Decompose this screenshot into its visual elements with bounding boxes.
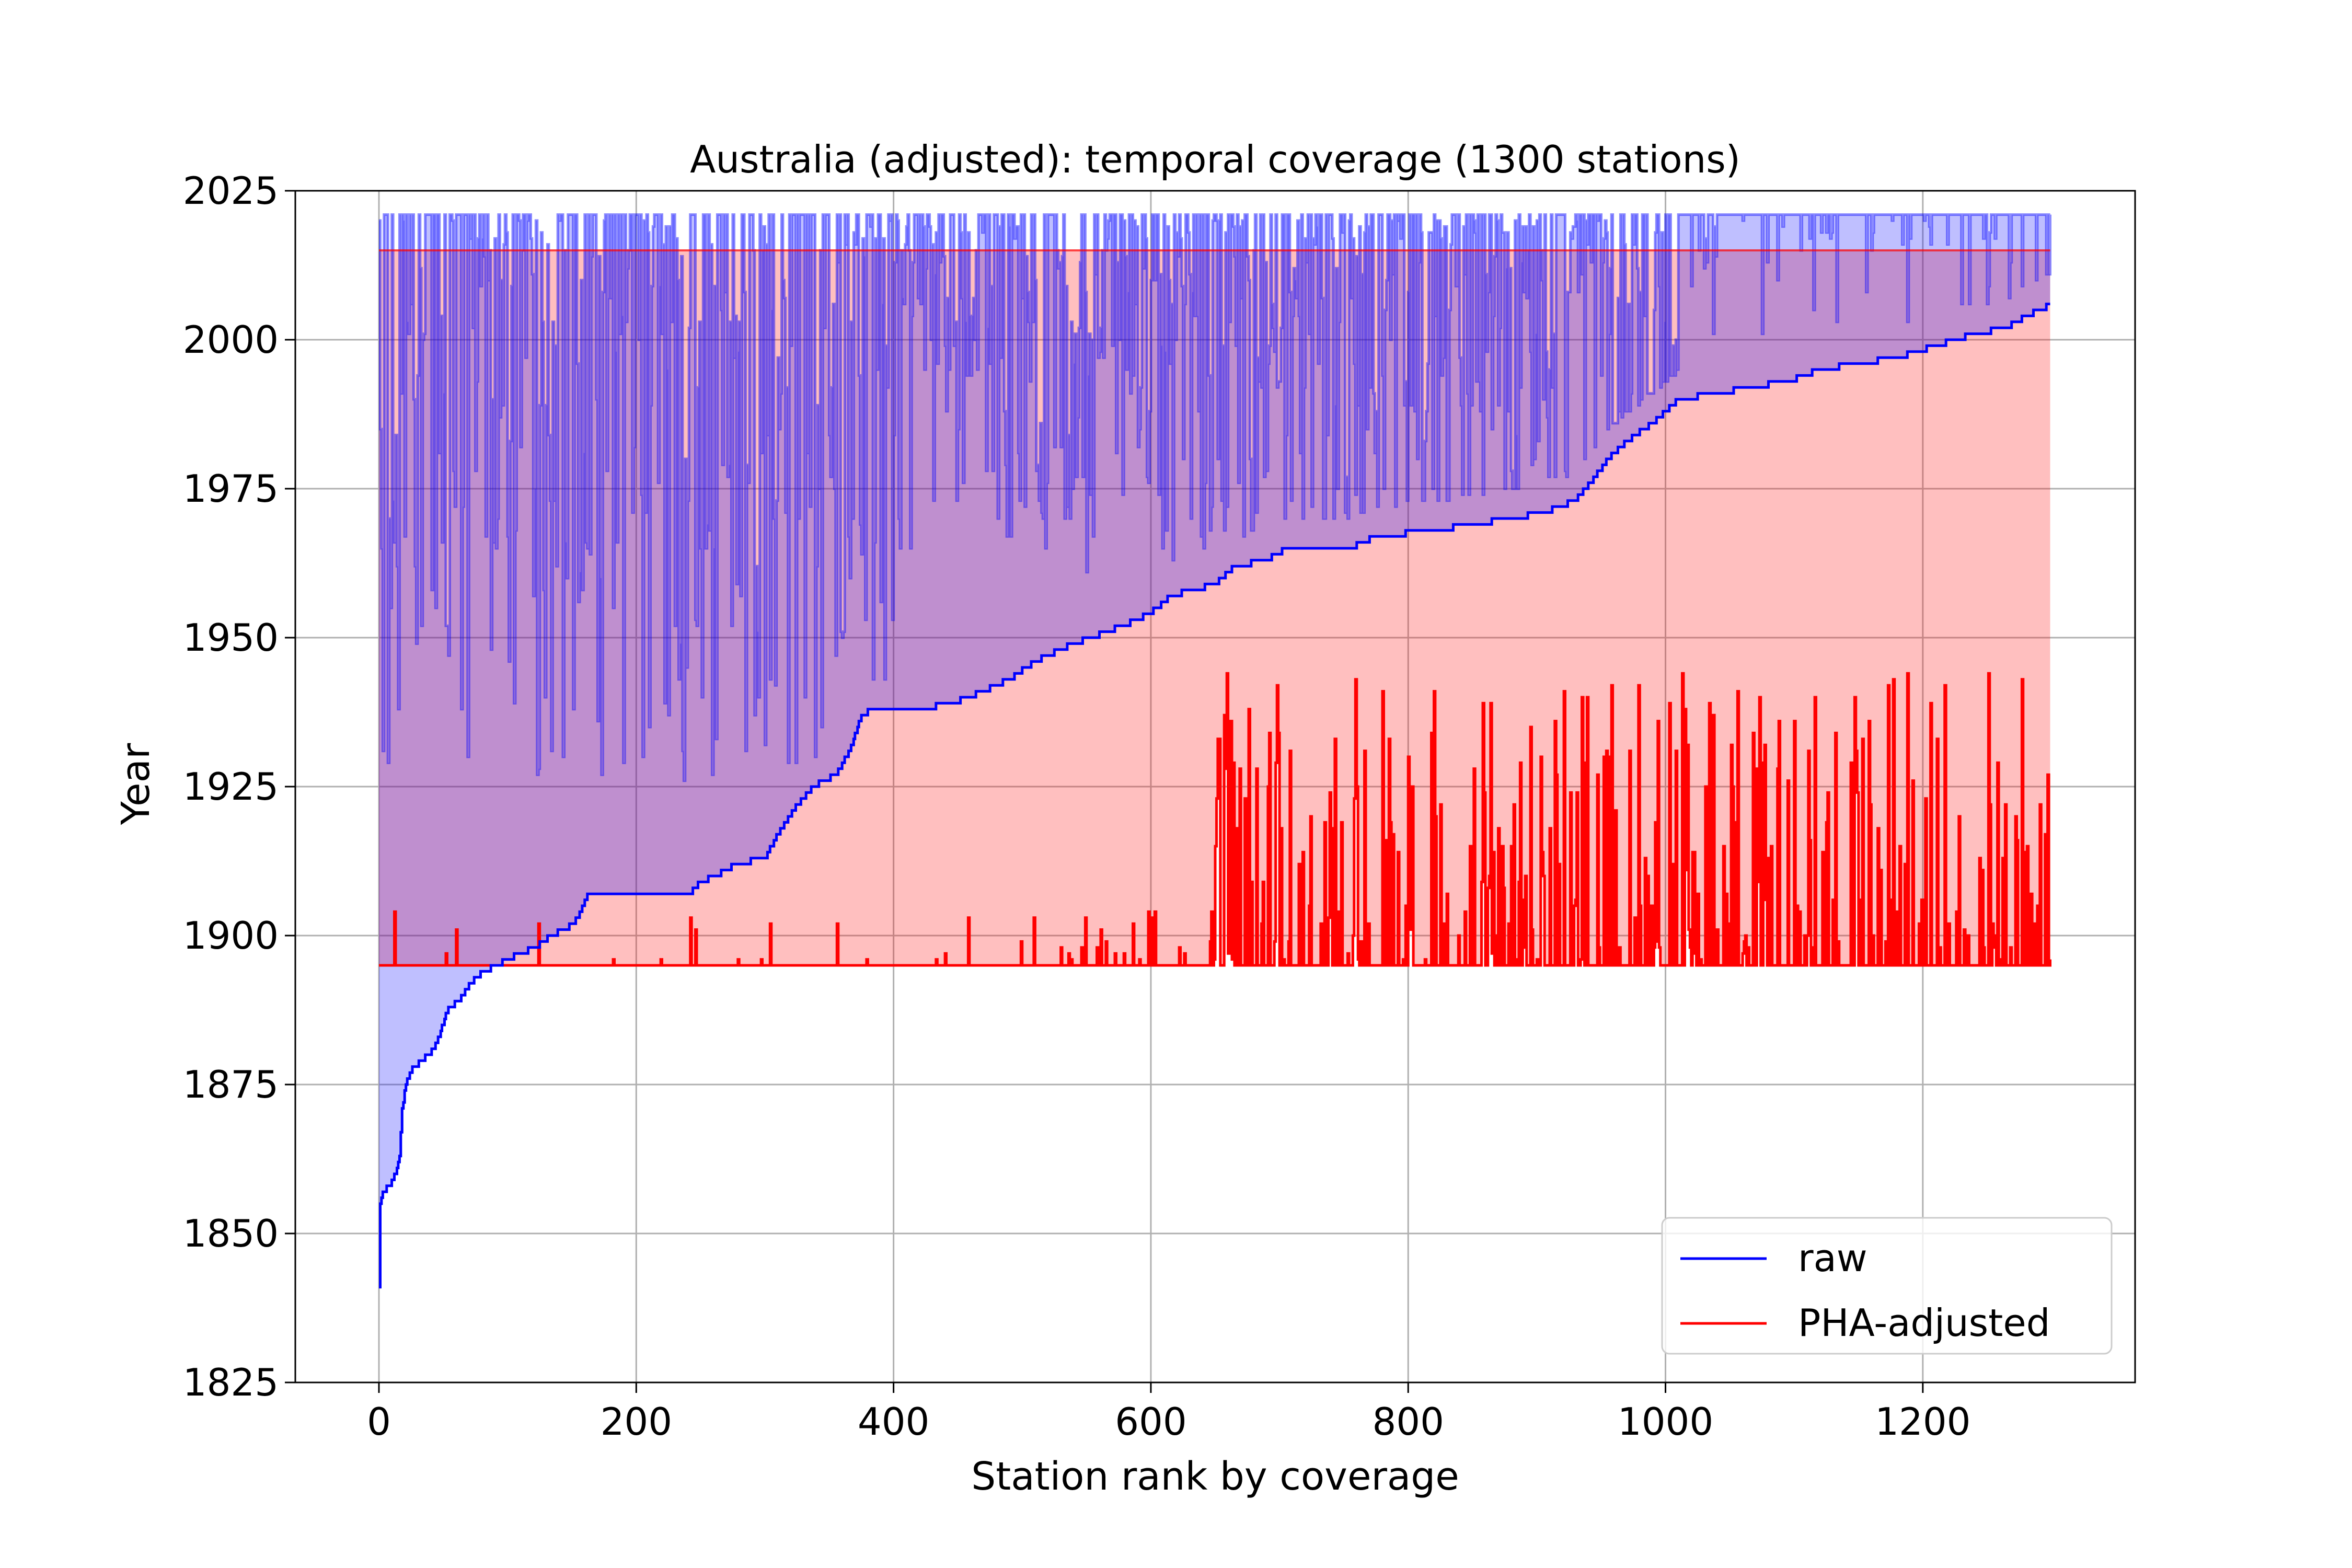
y-tick-label: 1950 (183, 616, 279, 660)
x-axis-ticks: 0 200 400 600 800 1000 1200 (367, 1382, 1970, 1444)
y-tick-label: 1975 (183, 467, 279, 511)
legend-label-pha-adjusted: PHA-adjusted (1798, 1301, 2050, 1345)
y-tick-label: 1925 (183, 765, 279, 809)
x-tick-label: 1200 (1875, 1400, 1970, 1444)
x-tick-label: 200 (601, 1400, 672, 1444)
legend: raw PHA-adjusted (1661, 1217, 2113, 1355)
x-tick-label: 400 (858, 1400, 929, 1444)
x-tick-label: 800 (1373, 1400, 1444, 1444)
chart-title: Australia (adjusted): temporal coverage … (690, 137, 1740, 181)
series-fills (379, 214, 2050, 1287)
y-tick-label: 2025 (183, 169, 279, 213)
y-axis-label: Year (113, 743, 158, 825)
fill-pha-adjusted (379, 250, 2050, 965)
line-pha-adjusted-start-year (379, 672, 2051, 967)
legend-label-raw: raw (1798, 1236, 1867, 1280)
legend-box (1661, 1217, 2113, 1355)
y-tick-label: 1850 (183, 1212, 279, 1255)
y-tick-label: 1900 (183, 914, 279, 958)
line-raw-start-year (379, 303, 2050, 1289)
x-axis-label: Station rank by coverage (971, 1454, 1459, 1499)
line-raw-end-year (379, 213, 2051, 782)
series-lines (379, 213, 2051, 1289)
y-tick-label: 1875 (183, 1063, 279, 1106)
x-tick-label: 600 (1115, 1400, 1186, 1444)
y-tick-label: 2000 (183, 318, 279, 362)
x-tick-label: 1000 (1618, 1400, 1713, 1444)
x-tick-label: 0 (367, 1400, 391, 1444)
fill-raw (379, 214, 2050, 1287)
y-axis-ticks: 1825 1850 1875 1900 1925 1950 1975 2000 2025 (183, 169, 295, 1404)
plot-area (294, 190, 2136, 1383)
y-tick-label: 1825 (183, 1361, 279, 1404)
